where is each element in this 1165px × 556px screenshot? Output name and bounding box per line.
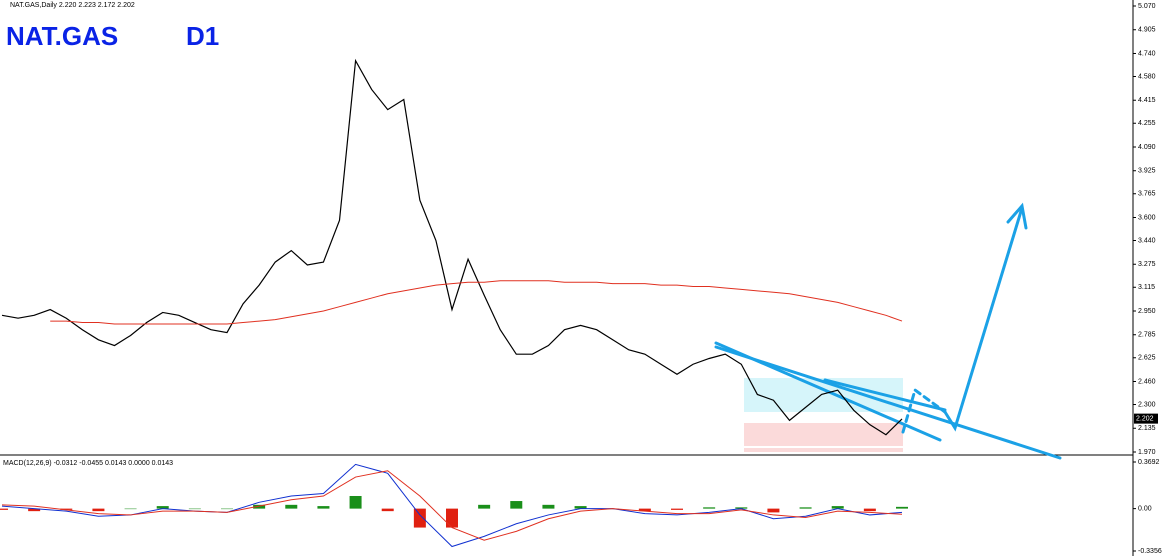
histogram-bar bbox=[349, 495, 362, 509]
histogram-bar bbox=[638, 508, 651, 512]
histogram-bar bbox=[124, 508, 137, 510]
histogram-bar bbox=[863, 508, 876, 512]
histogram-bar bbox=[799, 507, 812, 509]
y-tick-label: 2.300 bbox=[1138, 401, 1156, 408]
y-tick-label: 5.070 bbox=[1138, 3, 1156, 10]
histogram-bar bbox=[381, 508, 394, 512]
symbol: NAT.GAS bbox=[6, 21, 118, 51]
histogram-bar bbox=[221, 508, 233, 510]
y-tick-label: 4.580 bbox=[1138, 73, 1156, 80]
y-tick-label: 2.460 bbox=[1138, 378, 1156, 385]
histogram-bar bbox=[831, 506, 844, 509]
y-tick-label: 2.785 bbox=[1138, 332, 1156, 339]
histogram-bar bbox=[542, 504, 555, 509]
zone bbox=[744, 423, 903, 446]
series-line bbox=[1, 58, 903, 436]
price-tag bbox=[1134, 413, 1158, 424]
y-tick-label: 3.440 bbox=[1138, 237, 1156, 244]
y-tick-label: 2.950 bbox=[1138, 308, 1156, 315]
y-tick-label: -0.3356 bbox=[1138, 548, 1162, 555]
series-line bbox=[1, 463, 903, 548]
price-tag-label: 2.202 bbox=[1136, 415, 1154, 422]
y-tick-label: 4.905 bbox=[1138, 27, 1156, 34]
histogram-bar bbox=[703, 507, 716, 509]
series-line bbox=[1, 470, 903, 541]
zone bbox=[744, 448, 903, 452]
arrow-head bbox=[1006, 202, 1028, 230]
y-tick-label: 2.135 bbox=[1138, 425, 1156, 432]
macd-header: MACD(12,26,9) -0.0312 -0.0455 0.0143 0.0… bbox=[3, 460, 173, 467]
histogram-bar bbox=[896, 506, 908, 509]
histogram-bar bbox=[188, 508, 201, 510]
series-line bbox=[50, 280, 903, 325]
histogram-bar bbox=[92, 508, 105, 512]
y-tick-label: 3.925 bbox=[1138, 168, 1156, 175]
histogram-bar bbox=[28, 508, 41, 512]
trend-line bbox=[823, 378, 947, 412]
histogram-bar bbox=[510, 501, 523, 509]
y-tick-label: 4.415 bbox=[1138, 97, 1156, 104]
histogram-bar bbox=[671, 508, 683, 510]
histogram-bar bbox=[0, 508, 8, 510]
zone bbox=[744, 378, 903, 412]
histogram-bar bbox=[735, 507, 748, 509]
histogram-bar bbox=[574, 506, 587, 509]
y-tick-label: 4.090 bbox=[1138, 144, 1156, 151]
trend-line bbox=[714, 345, 1062, 460]
histogram-bar bbox=[446, 508, 458, 528]
histogram-bar bbox=[413, 508, 426, 528]
histogram-bar bbox=[767, 508, 780, 513]
y-tick-label: 4.255 bbox=[1138, 120, 1156, 127]
y-tick-label: 4.740 bbox=[1138, 50, 1156, 57]
y-tick-label: 3.765 bbox=[1138, 191, 1156, 198]
histogram-bar bbox=[478, 504, 491, 509]
y-tick-label: 1.970 bbox=[1138, 449, 1156, 456]
timeframe: D1 bbox=[186, 21, 219, 51]
histogram-bar bbox=[60, 508, 73, 510]
projection bbox=[901, 387, 947, 434]
y-tick-label: 2.625 bbox=[1138, 355, 1156, 362]
projection-arrow bbox=[943, 206, 1024, 432]
histogram-bar bbox=[253, 504, 266, 509]
histogram-bar bbox=[285, 504, 298, 509]
y-tick-label: 0.00 bbox=[1138, 505, 1152, 512]
y-tick-label: 0.3692 bbox=[1138, 459, 1160, 466]
histogram-bar bbox=[317, 506, 330, 509]
y-tick-label: 3.275 bbox=[1138, 261, 1156, 268]
y-tick-label: 3.600 bbox=[1138, 214, 1156, 221]
y-tick-label: 3.115 bbox=[1138, 284, 1155, 291]
histogram-bar bbox=[156, 506, 169, 509]
header: NAT.GAS,Daily 2.220 2.223 2.172 2.202 bbox=[10, 2, 135, 9]
annotations bbox=[714, 202, 1062, 460]
